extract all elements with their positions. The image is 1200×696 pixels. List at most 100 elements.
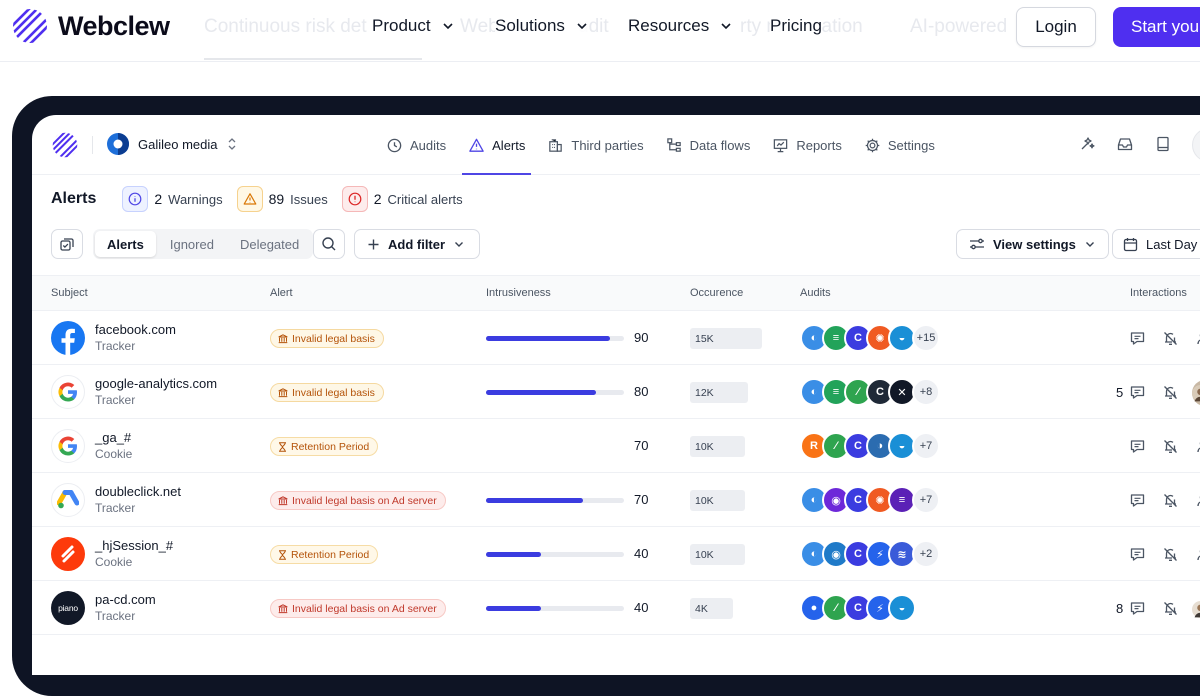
subject-type: Cookie [95, 555, 133, 569]
alert-badge[interactable]: Retention Period [270, 545, 379, 564]
segment-alerts[interactable]: Alerts [95, 231, 156, 257]
chevron-up-down-icon [228, 138, 235, 150]
app-header: Galileo media Audits Alerts Third partie… [32, 115, 1200, 175]
tab-third-parties[interactable]: Third parties [547, 115, 644, 175]
intrusiveness-value: 40 [634, 546, 649, 561]
comment-icon[interactable] [1129, 492, 1146, 509]
audit-avatars[interactable]: ● ⁄ C ⚡ ◒ [800, 594, 916, 622]
audit-avatars[interactable]: R ⁄ C ◑ ◒ +7 [800, 432, 940, 460]
column-header[interactable]: Interactions [1130, 287, 1187, 299]
intrusiveness-bar [486, 498, 624, 503]
book-icon[interactable] [1154, 135, 1172, 153]
user-avatar[interactable] [1192, 128, 1200, 162]
alert-badge[interactable]: Invalid legal basis on Ad server [270, 491, 446, 510]
nav-label: Pricing [770, 16, 822, 35]
subject-name: pa-cd.com [95, 592, 156, 607]
table-row[interactable]: _ga_# Cookie Retention Period 70 10K R ⁄… [32, 419, 1200, 473]
tab-label: Settings [887, 137, 935, 153]
divider [92, 136, 93, 154]
tab-label: Data flows [689, 137, 751, 153]
nav-pricing[interactable]: Pricing [770, 16, 822, 36]
ghost-text: cation [812, 16, 863, 37]
comment-icon[interactable] [1129, 600, 1146, 617]
intrusiveness-fill [486, 336, 611, 341]
assign-user-icon[interactable] [1196, 492, 1200, 509]
column-header[interactable]: Occurence [690, 287, 744, 299]
comment-icon[interactable] [1129, 330, 1146, 347]
nav-solutions[interactable]: Solutions [495, 16, 589, 36]
alert-badge[interactable]: Invalid legal basis [270, 329, 384, 348]
occurrence-value: 10K [695, 440, 714, 453]
tab-data-flows[interactable]: Data flows [666, 115, 751, 175]
alert-badge[interactable]: Retention Period [270, 437, 379, 456]
start-button[interactable]: Start you [1113, 7, 1200, 47]
comment-icon[interactable] [1129, 546, 1146, 563]
assignee-avatar[interactable] [1192, 596, 1200, 622]
bell-off-icon[interactable] [1162, 600, 1179, 617]
tab-alerts[interactable]: Alerts [462, 115, 532, 175]
occurrence-bar: 4K [690, 598, 733, 619]
interactions [1072, 541, 1200, 569]
nav-resources[interactable]: Resources [628, 16, 734, 36]
sparkle-icon[interactable] [1078, 135, 1096, 153]
segment-ignored[interactable]: Ignored [169, 236, 214, 252]
bell-off-icon[interactable] [1162, 546, 1179, 563]
assign-user-icon[interactable] [1196, 330, 1200, 347]
table-row[interactable]: _hjSession_# Cookie Retention Period 40 … [32, 527, 1200, 581]
brand[interactable]: Webclew [12, 8, 170, 44]
audit-avatars[interactable]: ◐ ≡ ⁄ C ✕ +8 [800, 378, 940, 406]
audit-avatars[interactable]: ◐ ◉ C ⚡ ≋ +2 [800, 540, 940, 568]
assignee-avatar[interactable] [1192, 380, 1200, 406]
date-range-button[interactable]: Last Day [1112, 229, 1200, 259]
tab-audits[interactable]: Audits [386, 115, 446, 175]
audit-avatars[interactable]: ◐ ◉ C ✺ ≡ +7 [800, 486, 940, 514]
intrusiveness-value: 80 [634, 384, 649, 399]
alert-label: Invalid legal basis on Ad server [292, 494, 437, 507]
interactions: 8 [1072, 595, 1200, 623]
comment-icon[interactable] [1129, 438, 1146, 455]
bell-off-icon[interactable] [1162, 438, 1179, 455]
bell-off-icon[interactable] [1162, 492, 1179, 509]
segment-delegated[interactable]: Delegated [239, 236, 300, 252]
search-button[interactable] [313, 229, 345, 259]
chevron-down-icon [443, 23, 453, 30]
column-header[interactable]: Intrusiveness [486, 287, 551, 299]
audit-avatar-icon: ≡ [888, 486, 916, 514]
column-header[interactable]: Audits [800, 287, 831, 299]
inbox-icon[interactable] [1116, 135, 1134, 153]
table-row[interactable]: piano pa-cd.com Tracker Invalid legal ba… [32, 581, 1200, 635]
column-header[interactable]: Alert [270, 287, 293, 299]
comment-icon[interactable] [1129, 384, 1146, 401]
tab-reports[interactable]: Reports [772, 115, 842, 175]
nav-product[interactable]: Product [372, 16, 455, 36]
alert-badge[interactable]: Invalid legal basis on Ad server [270, 599, 446, 618]
brand-name: Webclew [58, 10, 170, 41]
assign-user-icon[interactable] [1196, 438, 1200, 455]
bell-off-icon[interactable] [1162, 330, 1179, 347]
tab-settings[interactable]: Settings [864, 115, 935, 175]
occurrence-value: 10K [695, 494, 714, 507]
bell-off-icon[interactable] [1162, 384, 1179, 401]
bulk-select-button[interactable] [51, 229, 83, 259]
webclew-logo-icon[interactable] [52, 132, 78, 158]
alert-badge[interactable]: Invalid legal basis [270, 383, 384, 402]
table-row[interactable]: doubleclick.net Tracker Invalid legal ba… [32, 473, 1200, 527]
table-row[interactable]: google-analytics.com Tracker Invalid leg… [32, 365, 1200, 419]
assign-user-icon[interactable] [1196, 546, 1200, 563]
view-settings-button[interactable]: View settings [956, 229, 1109, 259]
webclew-logo-icon [13, 9, 47, 43]
login-button[interactable]: Login [1016, 7, 1096, 47]
table-row[interactable]: facebook.com Tracker Invalid legal basis… [32, 311, 1200, 365]
add-filter-button[interactable]: Add filter [354, 229, 481, 259]
occurrence-value: 15K [695, 332, 714, 345]
column-header[interactable]: Subject [51, 287, 88, 299]
issues-chip[interactable]: 89 Issues [236, 186, 328, 212]
audits-icon [387, 138, 402, 152]
nav-label: Solutions [495, 16, 565, 35]
intrusiveness-fill [486, 498, 583, 503]
critical-chip[interactable]: 2 Critical alerts [341, 186, 463, 212]
warnings-chip[interactable]: 2 Warnings [122, 186, 223, 212]
workspace-switcher[interactable]: Galileo media [106, 132, 238, 156]
audit-avatars[interactable]: ◐ ≡ C ✺ ◒ +15 [800, 324, 940, 352]
nav-label: Product [372, 16, 431, 35]
